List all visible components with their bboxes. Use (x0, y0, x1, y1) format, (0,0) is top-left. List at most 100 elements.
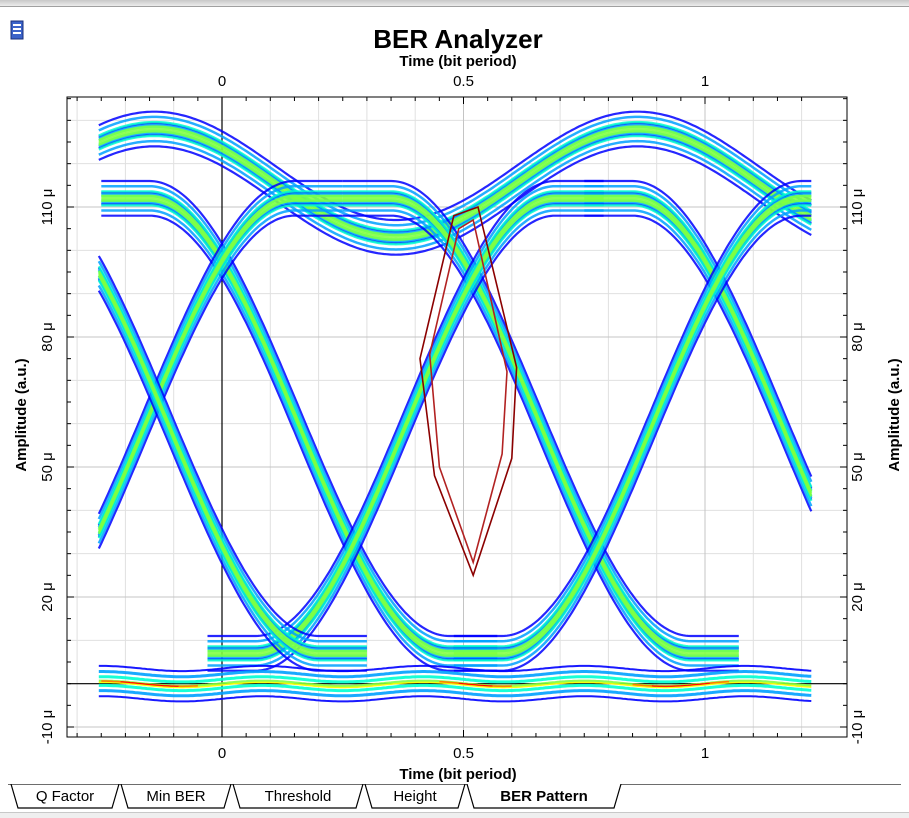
rising-edge-trace (453, 179, 812, 638)
x-tick-label-bottom: 0 (218, 745, 226, 762)
upper-level-trace (98, 130, 812, 241)
falling-edge-trace (97, 279, 367, 662)
eye-diagram-chart: BER Analyzer Time (bit period) Time (bit… (13, 24, 903, 783)
x-axis-label-bottom: Time (bit period) (399, 766, 516, 783)
x-axis-label-top: Time (bit period) (399, 53, 516, 70)
y-tick-label-left: 20 μ (39, 582, 56, 612)
tab-bar: Q Factor Min BER Threshold Height BER Patter… (0, 784, 909, 817)
lower-level-hotspot (458, 682, 493, 687)
tab-outline (466, 784, 622, 809)
falling-edge-trace (101, 179, 498, 638)
falling-edge-trace (101, 204, 498, 662)
tab-outline (120, 784, 232, 809)
falling-edge-trace (97, 270, 367, 652)
upper-level-trace (98, 125, 812, 236)
rising-edge-trace (207, 204, 604, 662)
tab-outline (232, 784, 364, 809)
window-bottom-border (0, 812, 909, 818)
tab-ber-pattern[interactable]: BER Pattern (466, 784, 622, 810)
tab-threshold[interactable]: Threshold (232, 784, 364, 810)
tab-bar-line (8, 784, 901, 785)
rising-edge-trace (97, 204, 343, 539)
rising-edge-trace (207, 190, 604, 648)
y-tick-label-right: 80 μ (849, 322, 866, 352)
ber-contour-outer (419, 205, 518, 578)
falling-edge-trace (584, 190, 813, 488)
rising-edge-trace (97, 214, 343, 549)
lower-level-trace (98, 695, 812, 703)
falling-edge-trace (584, 214, 813, 512)
tab-outline (10, 784, 120, 809)
y-tick-label-right: -10 μ (849, 710, 866, 745)
falling-edge-trace (342, 184, 739, 643)
tab-label: Height (393, 788, 437, 805)
lower-level-trace (98, 689, 812, 698)
falling-edge-trace (101, 194, 498, 652)
tab-label: Threshold (264, 788, 332, 805)
lower-level-hotspot (120, 681, 179, 687)
rising-edge-trace (207, 184, 604, 643)
y-axis-label-right: Amplitude (a.u.) (886, 358, 903, 471)
window-top-border (0, 0, 909, 7)
tab-q-factor[interactable]: Q Factor (10, 784, 120, 810)
document-icon[interactable] (10, 20, 24, 40)
upper-level-trace (98, 127, 812, 238)
falling-edge-trace (584, 204, 813, 502)
y-tick-label-left: -10 μ (39, 710, 56, 745)
y-tick-label-right: 50 μ (849, 452, 866, 482)
falling-edge-trace (97, 265, 367, 648)
ber-contour-inner (428, 218, 508, 565)
chart-title: BER Analyzer (373, 24, 543, 54)
upper-level-trace (98, 115, 812, 227)
y-tick-label-left: 110 μ (39, 189, 56, 226)
lower-level-trace (98, 681, 812, 689)
rising-edge-trace (97, 209, 343, 544)
rising-edge-trace (453, 204, 812, 662)
falling-edge-trace (342, 204, 739, 662)
falling-edge-trace (584, 179, 813, 478)
rising-edge-trace (97, 179, 343, 515)
x-tick-label-bottom: 0.5 (453, 745, 474, 762)
falling-edge-trace (101, 190, 498, 648)
rising-edge-trace (453, 214, 812, 672)
y-tick-label-right: 110 μ (849, 189, 866, 226)
rising-edge-trace (97, 184, 343, 520)
rising-edge-trace (97, 194, 343, 530)
falling-edge-trace (342, 209, 739, 667)
tab-label: BER Pattern (500, 788, 588, 805)
lower-level-hotspot (651, 682, 710, 687)
upper-level-trace (98, 123, 812, 235)
x-tick-label-top: 0 (218, 73, 226, 90)
y-tick-label-right: 20 μ (849, 582, 866, 612)
x-tick-label-bottom: 1 (701, 745, 709, 762)
falling-edge-trace (584, 184, 813, 483)
plot-area: 0 0 0.5 0.5 1 1 -10 μ -10 μ 20 μ 20 μ 50 μ 50 μ 80 μ… (39, 73, 866, 762)
lower-level-trace (98, 683, 812, 693)
tab-outline (364, 784, 466, 809)
falling-edge-trace (101, 209, 498, 667)
falling-edge-trace (97, 260, 367, 643)
upper-level-trace (98, 128, 812, 240)
tab-height[interactable]: Height (364, 784, 466, 810)
rising-edge-trace (453, 190, 812, 648)
y-tick-label-left: 80 μ (39, 322, 56, 352)
rising-edge-trace (453, 209, 812, 667)
falling-edge-trace (97, 284, 367, 667)
falling-edge-trace (342, 194, 739, 652)
lower-level-trace (98, 675, 812, 684)
rising-edge-trace (453, 194, 812, 652)
x-tick-label-top: 1 (701, 73, 709, 90)
lower-level-trace (98, 664, 812, 673)
upper-level-trace (98, 131, 812, 243)
tab-label: Min BER (146, 788, 206, 805)
falling-edge-trace (342, 190, 739, 648)
y-tick-label-left: 50 μ (39, 452, 56, 482)
tab-min-ber[interactable]: Min BER (120, 784, 232, 810)
falling-edge-trace (97, 255, 367, 638)
falling-edge-trace (101, 184, 498, 643)
y-axis-label-left: Amplitude (a.u.) (13, 358, 30, 471)
falling-edge-trace (584, 194, 813, 492)
lower-level-trace (98, 670, 812, 679)
falling-edge-trace (342, 214, 739, 672)
